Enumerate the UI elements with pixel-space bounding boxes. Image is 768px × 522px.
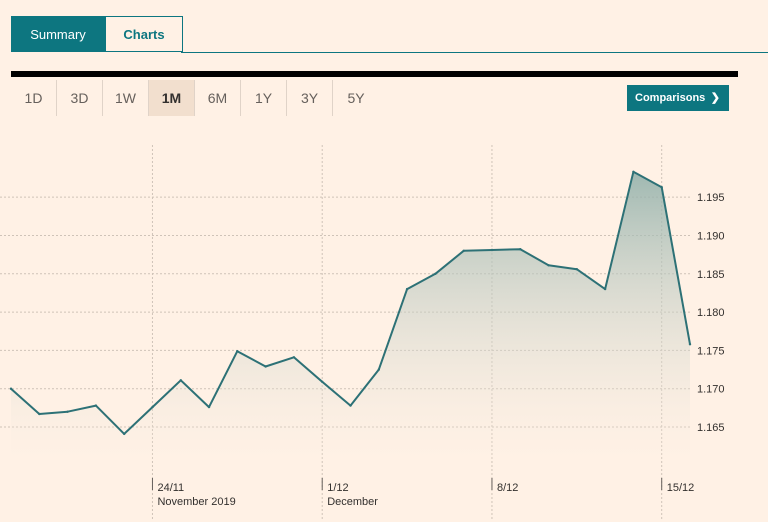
range-1d[interactable]: 1D — [11, 80, 57, 116]
y-tick-label: 1.190 — [697, 230, 725, 242]
data-point — [547, 264, 550, 267]
chart-top-rule — [11, 71, 738, 77]
y-tick-label: 1.195 — [697, 192, 725, 204]
y-tick-label: 1.165 — [697, 422, 725, 434]
x-tick-label: 15/12 — [667, 482, 695, 494]
data-point — [519, 248, 522, 251]
range-1y[interactable]: 1Y — [241, 80, 287, 116]
data-point — [462, 249, 465, 252]
tab-charts[interactable]: Charts — [105, 16, 183, 52]
x-tick-label: 8/12 — [497, 482, 518, 494]
data-point — [377, 368, 380, 371]
data-point — [434, 272, 437, 275]
data-point — [405, 287, 409, 291]
range-3d[interactable]: 3D — [57, 80, 103, 116]
y-tick-label: 1.175 — [697, 345, 725, 357]
range-3y[interactable]: 3Y — [287, 80, 333, 116]
x-axis-labels: 24/11 November 2019 1/12 December 8/12 15/12 — [157, 482, 694, 508]
range-5y[interactable]: 5Y — [347, 90, 365, 106]
data-point — [207, 405, 211, 409]
range-6m[interactable]: 6M — [195, 80, 241, 116]
series-area-fill — [11, 171, 690, 461]
data-point — [575, 268, 578, 271]
data-point — [349, 404, 352, 407]
data-point — [9, 387, 13, 390]
data-point — [660, 186, 663, 189]
comparisons-label: Comparisons — [635, 92, 706, 104]
x-tick-label: 24/11 — [157, 482, 184, 494]
data-point — [38, 412, 41, 416]
data-point — [688, 343, 692, 346]
data-point — [321, 380, 324, 383]
data-point — [123, 432, 126, 436]
y-tick-label: 1.180 — [697, 307, 725, 319]
range-1w[interactable]: 1W — [103, 80, 149, 116]
y-tick-label: 1.170 — [697, 384, 725, 396]
x-period-label: December — [327, 496, 378, 508]
x-period-label: November 2019 — [157, 496, 235, 508]
view-tabs: Summary Charts — [11, 16, 183, 54]
range-selector: 1D 3D 1W 1M 6M 1Y 3Y 5Y — [11, 80, 379, 116]
y-axis-labels: 1.165 1.170 1.175 1.180 1.185 1.190 1.195 — [697, 192, 725, 434]
data-point — [264, 365, 267, 368]
x-tick-label: 1/12 — [327, 482, 348, 494]
data-point — [490, 248, 494, 252]
data-point — [151, 405, 154, 409]
data-point — [94, 404, 98, 407]
data-point — [632, 170, 635, 173]
data-point — [603, 287, 607, 291]
data-point — [236, 350, 239, 353]
range-1m[interactable]: 1M — [149, 80, 195, 116]
data-point — [292, 356, 296, 359]
data-point — [179, 379, 182, 382]
tab-underline — [181, 52, 768, 53]
series-points — [9, 170, 692, 436]
chevron-right-icon: ❯ — [710, 92, 720, 104]
tab-summary[interactable]: Summary — [11, 16, 105, 52]
data-point — [66, 410, 69, 413]
y-tick-label: 1.185 — [697, 269, 725, 281]
comparisons-button[interactable]: Comparisons ❯ — [627, 85, 729, 111]
